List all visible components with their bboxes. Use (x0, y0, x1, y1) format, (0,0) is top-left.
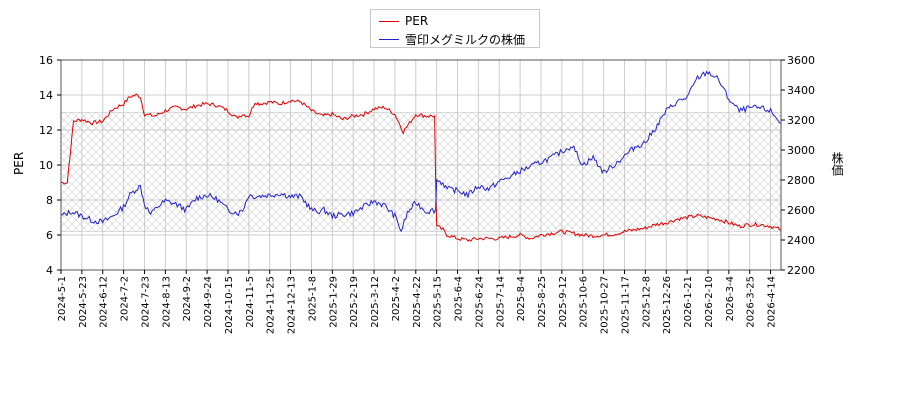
x-tick-label: 2024-8-13 (161, 276, 172, 328)
per-line-swatch (379, 20, 399, 22)
right-tick-label: 3400 (787, 84, 815, 97)
x-tick-label: 2025-12-8 (641, 276, 652, 328)
x-tick-label: 2026-4-14 (767, 276, 778, 328)
left-tick-label: 10 (39, 159, 53, 172)
right-tick-label: 3600 (787, 54, 815, 67)
x-axis: 2024-5-1 2024-5-23 2024-6-12 2024-7-2 2024-7… (57, 270, 778, 334)
right-tick-label: 3200 (787, 114, 815, 127)
x-tick-label: 2024-7-2 (120, 276, 131, 321)
left-axis-title: PER (12, 151, 26, 175)
x-tick-label: 2025-1-29 (328, 276, 339, 328)
x-tick-label: 2024-9-2 (182, 276, 193, 321)
x-tick-label: 2025-3-12 (370, 276, 381, 328)
x-tick-label: 2024-5-1 (57, 276, 68, 321)
x-tick-label: 2024-5-23 (78, 276, 89, 328)
left-tick-label: 4 (46, 264, 53, 277)
x-tick-label: 2024-11-25 (266, 276, 277, 334)
legend-price-label: 雪印メグミルクの株価 (405, 32, 526, 47)
x-tick-label: 2024-7-23 (140, 276, 151, 328)
legend: PER 雪印メグミルクの株価 (370, 9, 540, 48)
left-tick-label: 6 (46, 229, 53, 242)
legend-per-label: PER (405, 14, 429, 28)
left-axis: 4 6 8 10 12 14 16 (39, 54, 61, 277)
x-tick-label: 2025-8-25 (537, 276, 548, 328)
right-axis-title: 株価 (830, 152, 844, 176)
x-tick-label: 2025-8-4 (516, 276, 527, 321)
x-tick-label: 2026-2-10 (704, 276, 715, 328)
x-tick-label: 2026-3-25 (746, 276, 757, 328)
x-tick-label: 2025-5-15 (433, 276, 444, 328)
legend-item-price: 雪印メグミルクの株価 (379, 32, 526, 47)
left-tick-label: 8 (46, 194, 53, 207)
legend-item-per: PER (379, 14, 428, 28)
right-tick-label: 3000 (787, 144, 815, 157)
x-tick-label: 2025-10-27 (600, 276, 611, 334)
right-tick-label: 2800 (787, 174, 815, 187)
range-band (60, 112, 782, 232)
x-tick-label: 2025-4-2 (391, 276, 402, 321)
right-axis: 2200 2400 2600 2800 3000 3200 3400 3600 (781, 54, 815, 277)
x-tick-label: 2026-1-21 (683, 276, 694, 328)
x-tick-label: 2025-11-17 (620, 276, 631, 334)
left-tick-label: 14 (39, 89, 53, 102)
x-tick-label: 2025-6-24 (474, 276, 485, 328)
right-tick-label: 2400 (787, 234, 815, 247)
x-tick-label: 2024-11-5 (245, 276, 256, 328)
per-line (61, 93, 781, 243)
x-tick-label: 2024-12-13 (287, 276, 298, 334)
x-tick-label: 2024-10-15 (224, 276, 235, 334)
x-tick-label: 2025-1-8 (307, 276, 318, 321)
right-tick-label: 2200 (787, 264, 815, 277)
x-tick-label: 2024-6-12 (99, 276, 110, 328)
x-tick-label: 2026-3-4 (725, 276, 736, 321)
x-tick-label: 2025-7-14 (495, 276, 506, 328)
left-tick-label: 12 (39, 124, 53, 137)
x-tick-label: 2024-9-24 (203, 276, 214, 328)
right-tick-label: 2600 (787, 204, 815, 217)
x-tick-label: 2025-6-4 (454, 276, 465, 321)
x-tick-label: 2025-4-22 (412, 276, 423, 328)
left-tick-label: 16 (39, 54, 53, 67)
x-tick-label: 2025-9-12 (558, 276, 569, 328)
x-tick-label: 2025-10-6 (579, 276, 590, 328)
x-tick-label: 2025-12-26 (662, 276, 673, 334)
price-line (61, 70, 781, 233)
price-line-swatch (379, 38, 399, 40)
x-tick-label: 2025-2-19 (349, 276, 360, 328)
